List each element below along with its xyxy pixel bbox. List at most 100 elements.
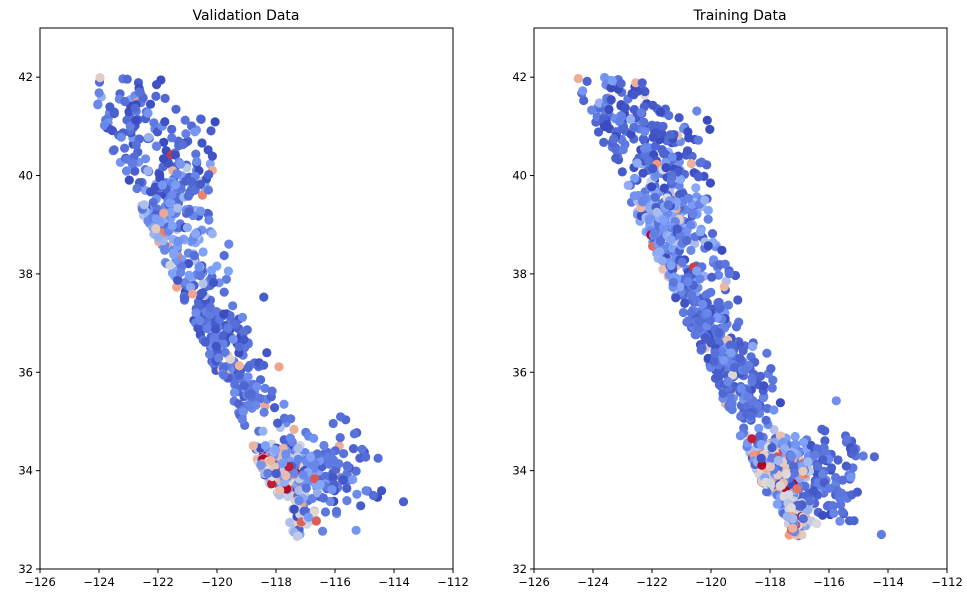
- scatter-point: [124, 175, 134, 185]
- y-tick-label: 40: [512, 169, 527, 183]
- scatter-point: [649, 228, 660, 238]
- scatter-point: [738, 346, 748, 356]
- scatter-point: [758, 393, 769, 403]
- scatter-point: [697, 343, 707, 353]
- scatter-point: [342, 461, 352, 471]
- scatter-point: [788, 523, 798, 533]
- scatter-point: [132, 183, 142, 194]
- scatter-point: [289, 424, 299, 434]
- scatter-point: [582, 76, 592, 86]
- x-tick-label: −124: [577, 575, 609, 589]
- scatter-point: [273, 418, 283, 428]
- scatter-point: [765, 478, 776, 488]
- scatter-point: [210, 117, 220, 127]
- scatter-point: [717, 245, 727, 255]
- scatter-point: [798, 437, 809, 447]
- scatter-point: [655, 236, 666, 246]
- x-tick-label: −120: [695, 575, 727, 589]
- scatter-point: [248, 441, 258, 451]
- scatter-point: [756, 453, 766, 463]
- x-tick-label: −116: [319, 575, 351, 589]
- scatter-point: [686, 308, 696, 318]
- scatter-point: [285, 517, 295, 528]
- scatter-point: [644, 214, 655, 224]
- scatter-point: [331, 506, 342, 516]
- scatter-point: [204, 215, 214, 225]
- scatter-point: [706, 287, 716, 297]
- scatter-point: [786, 503, 796, 513]
- scatter-point: [228, 301, 238, 311]
- scatter-point: [200, 337, 210, 347]
- scatter-point: [692, 266, 702, 276]
- scatter-point: [152, 141, 162, 151]
- scatter-point: [190, 229, 201, 239]
- scatter-point: [336, 412, 346, 422]
- scatter-point: [769, 425, 779, 435]
- scatter-point: [93, 100, 103, 110]
- scatter-point: [648, 132, 658, 142]
- scatter-point: [820, 436, 830, 446]
- scatter-point: [260, 441, 270, 451]
- scatter-point: [723, 300, 734, 310]
- scatter-point: [219, 309, 229, 319]
- x-tick-label: −116: [813, 575, 845, 589]
- scatter-point: [318, 493, 329, 503]
- scatter-point: [803, 457, 813, 467]
- scatter-point: [153, 232, 163, 242]
- scatter-point: [99, 120, 110, 130]
- scatter-point: [705, 315, 716, 325]
- y-tick-label: 34: [512, 464, 527, 478]
- scatter-point: [640, 87, 650, 97]
- training-x-axis: −126 −124 −122 −120 −118 −116 −114 −112: [518, 569, 963, 589]
- scatter-point: [191, 308, 201, 318]
- scatter-point: [196, 114, 206, 124]
- training-plot-frame: [533, 27, 948, 570]
- scatter-point: [176, 267, 186, 277]
- scatter-point: [286, 414, 296, 424]
- scatter-point: [683, 316, 693, 326]
- scatter-point: [351, 525, 361, 535]
- scatter-point: [607, 76, 618, 86]
- scatter-point: [246, 389, 256, 399]
- scatter-point: [688, 209, 698, 219]
- scatter-point: [339, 449, 349, 459]
- scatter-point: [219, 250, 229, 261]
- scatter-point: [666, 235, 676, 245]
- scatter-point: [849, 516, 859, 526]
- scatter-point: [239, 381, 249, 391]
- scatter-point: [234, 361, 244, 371]
- scatter-point: [629, 191, 639, 201]
- scatter-point: [683, 277, 693, 287]
- scatter-point: [705, 124, 715, 134]
- scatter-point: [293, 443, 303, 453]
- scatter-point: [638, 134, 649, 144]
- scatter-point: [707, 272, 717, 282]
- scatter-point: [277, 458, 288, 468]
- scatter-point: [140, 154, 151, 164]
- scatter-point: [640, 150, 650, 160]
- scatter-point: [808, 486, 819, 496]
- scatter-point: [205, 349, 215, 359]
- scatter-point: [813, 461, 823, 471]
- scatter-point: [784, 490, 794, 500]
- scatter-point: [167, 124, 177, 134]
- scatter-point: [650, 192, 661, 202]
- scatter-point: [285, 433, 295, 443]
- scatter-point: [611, 153, 621, 163]
- scatter-point: [175, 159, 186, 169]
- scatter-point: [691, 183, 701, 193]
- scatter-point: [243, 372, 253, 382]
- scatter-point: [690, 238, 700, 249]
- y-tick-label: 36: [512, 365, 527, 379]
- scatter-point: [630, 173, 640, 183]
- scatter-point: [729, 362, 739, 372]
- scatter-point: [234, 370, 244, 380]
- y-tick-label: 32: [512, 562, 527, 576]
- scatter-point: [210, 324, 221, 334]
- scatter-point: [837, 488, 847, 498]
- scatter-point: [315, 479, 325, 490]
- scatter-point: [164, 198, 175, 208]
- scatter-point: [120, 96, 130, 107]
- scatter-point: [256, 460, 266, 470]
